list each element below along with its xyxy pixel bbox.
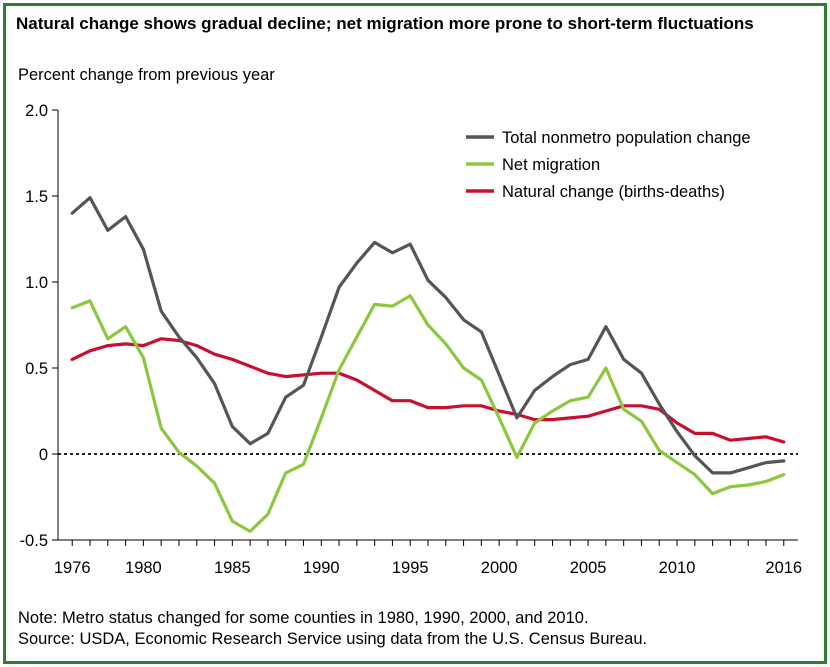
y-tick-label: 1.5 (25, 188, 48, 206)
y-tick-label: 2.0 (25, 102, 48, 120)
y-tick-label: 0.5 (25, 360, 48, 378)
series-line-1 (70, 196, 786, 475)
x-tick-label: 1985 (214, 559, 251, 577)
x-tick-label: 2016 (765, 559, 802, 577)
y-tick-label: 0 (39, 446, 48, 464)
x-tick-label: 2010 (659, 559, 696, 577)
x-tick-label: 1995 (392, 559, 429, 577)
legend-label: Total nonmetro population change (502, 129, 751, 147)
series-lines (70, 196, 786, 534)
x-tick-label: 1976 (54, 559, 91, 577)
x-tick-label: 1990 (303, 559, 340, 577)
chart-note: Note: Metro status changed for some coun… (18, 609, 589, 627)
y-axis-label: Percent change from previous year (18, 66, 275, 84)
x-tick-label: 1980 (125, 559, 162, 577)
axes: 2.0 1.5 1.0 0.5 0 -0.5 1976 1980 1985 1990 1995 200… (20, 102, 803, 577)
legend: Total nonmetro population change Net migr… (466, 129, 751, 201)
x-tick-label: 2005 (570, 559, 607, 577)
series-line-3 (70, 337, 786, 444)
chart-source: Source: USDA, Economic Research Service … (18, 630, 648, 648)
y-tick-label: 1.0 (25, 274, 48, 292)
series-line-2 (70, 294, 786, 534)
legend-label: Natural change (births-deaths) (502, 183, 725, 201)
chart-frame (3, 3, 827, 664)
y-tick-label: -0.5 (20, 532, 48, 550)
legend-label: Net migration (502, 156, 600, 174)
x-tick-label: 2000 (481, 559, 518, 577)
chart-title: Natural change shows gradual decline; ne… (16, 14, 754, 33)
